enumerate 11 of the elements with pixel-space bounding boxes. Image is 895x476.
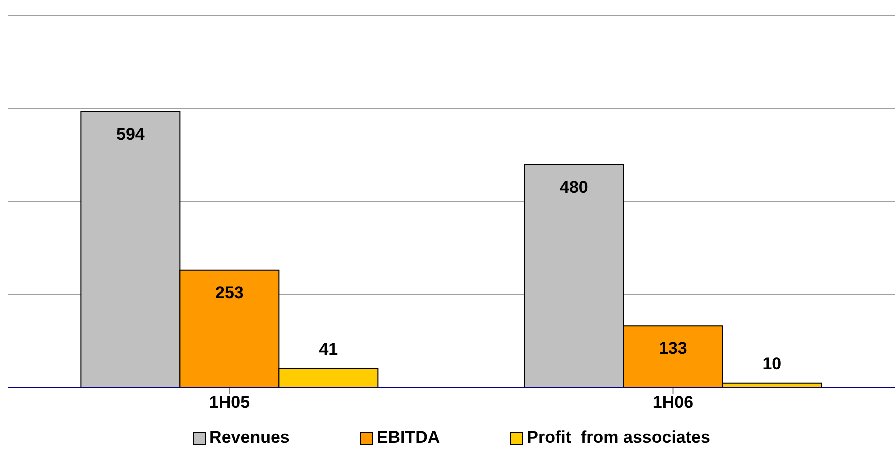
legend-label: Revenues: [208, 428, 290, 448]
data-label: 133: [658, 339, 688, 358]
x-tick-label: 1H05: [209, 393, 250, 412]
data-label: 594: [116, 124, 146, 144]
legend-label: EBITDA: [376, 428, 440, 448]
data-label: 480: [560, 178, 588, 197]
legend-label: Profit from associates: [526, 428, 710, 448]
x-tick-label: 1H06: [652, 393, 694, 412]
data-label: 41: [319, 340, 338, 359]
data-label: 10: [762, 354, 782, 374]
data-label: 253: [215, 283, 244, 302]
